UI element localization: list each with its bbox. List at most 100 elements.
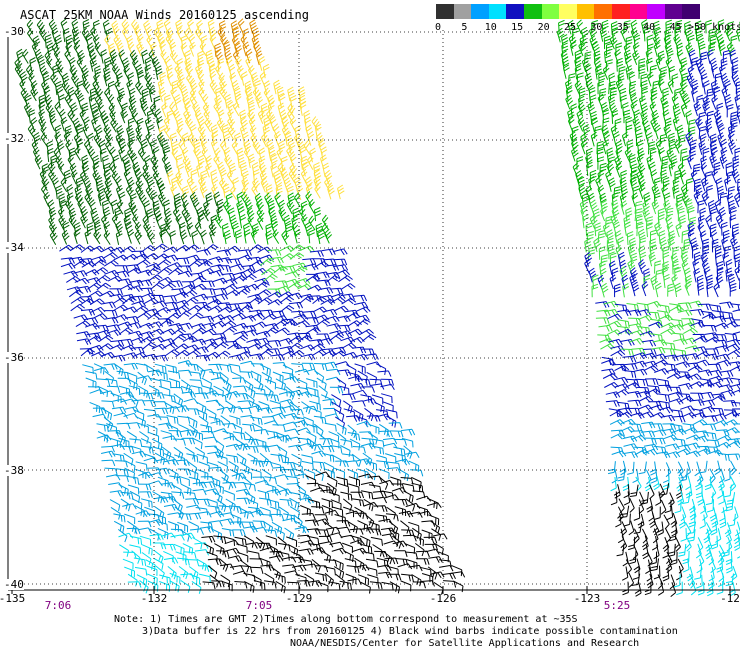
legend-label: 30	[590, 22, 603, 33]
wind-barb	[32, 35, 41, 51]
wind-barb	[577, 116, 586, 132]
wind-barb	[339, 580, 352, 590]
wind-barb	[228, 460, 239, 474]
wind-barb	[668, 65, 676, 80]
wind-barb	[139, 431, 149, 444]
legend-swatch	[594, 4, 613, 19]
wind-barb	[83, 139, 91, 155]
wind-barb	[690, 169, 698, 185]
wind-barb	[251, 422, 263, 435]
wind-barb	[116, 468, 129, 477]
wind-barb	[630, 163, 638, 178]
wind-barb	[659, 133, 667, 147]
wind-barb	[279, 399, 295, 406]
wind-barb	[267, 435, 283, 442]
wind-barb	[700, 51, 708, 65]
wind-barb	[334, 467, 345, 479]
wind-barb	[135, 177, 144, 193]
wind-barb	[216, 206, 223, 222]
wind-barb	[40, 132, 48, 147]
lat-label-30: -30	[4, 25, 24, 38]
wind-barb	[224, 93, 232, 109]
wind-barb	[213, 191, 221, 207]
wind-barb	[76, 285, 92, 293]
wind-barb	[14, 57, 23, 73]
wind-barb	[369, 581, 383, 590]
wind-barb	[698, 111, 706, 126]
wind-barb	[660, 414, 676, 422]
wind-barb	[126, 267, 142, 274]
wind-barb	[124, 566, 135, 578]
wind-barb	[346, 364, 357, 377]
wind-barb	[52, 64, 60, 79]
wind-barb	[711, 94, 718, 110]
wind-barb	[231, 79, 240, 95]
wind-barb	[333, 566, 345, 579]
wind-barb	[239, 371, 254, 379]
wind-barb	[663, 514, 670, 530]
wind-barb	[638, 461, 647, 475]
wind-barb	[51, 27, 59, 43]
wind-barb	[170, 387, 184, 394]
wind-barb	[608, 177, 616, 192]
wind-barb	[110, 199, 118, 214]
legend-label: 35	[616, 22, 629, 33]
wind-barb	[598, 324, 613, 332]
wind-barb	[274, 131, 281, 146]
wind-barb	[245, 446, 259, 453]
wind-barb	[163, 394, 176, 403]
wind-barb	[149, 377, 162, 388]
wind-barb	[328, 581, 341, 591]
wind-barb	[643, 274, 650, 289]
wind-barb	[697, 537, 704, 553]
wind-barb	[347, 578, 362, 585]
wind-barb	[591, 41, 600, 56]
wind-barb	[264, 385, 274, 399]
wind-barb	[697, 221, 705, 237]
wind-barb	[120, 245, 136, 253]
wind-barb	[234, 229, 243, 244]
wind-barb	[619, 192, 627, 208]
wind-barb	[248, 116, 256, 132]
wind-barb	[115, 175, 122, 191]
wind-barb	[269, 256, 284, 264]
wind-barb	[686, 72, 695, 88]
wind-barb	[443, 580, 457, 588]
wind-barb	[68, 289, 84, 298]
wind-barb	[578, 184, 586, 199]
wind-barb	[717, 452, 730, 462]
wind-barb	[154, 363, 167, 374]
wind-barb	[209, 510, 225, 518]
wind-barb	[716, 359, 732, 367]
wind-barb	[135, 468, 147, 479]
wind-barb	[86, 42, 95, 58]
wind-barb	[159, 318, 175, 327]
wind-barb	[627, 259, 636, 274]
wind-barb	[58, 193, 66, 208]
wind-barb	[147, 312, 162, 320]
wind-barb	[72, 117, 81, 133]
wind-barb	[219, 371, 229, 385]
wind-barb	[719, 514, 727, 529]
wind-barb	[182, 94, 191, 110]
wind-barb	[246, 207, 255, 223]
wind-barb	[161, 282, 177, 290]
wind-barb	[700, 406, 716, 413]
wind-barb	[148, 480, 163, 487]
wind-barb	[98, 139, 106, 155]
wind-barb	[614, 230, 622, 245]
wind-barb	[144, 252, 159, 260]
wind-barb	[601, 359, 616, 366]
wind-barb	[685, 110, 693, 125]
wind-barb	[277, 140, 286, 155]
wind-barb	[684, 345, 700, 353]
wind-barb	[649, 64, 657, 79]
wind-barb	[666, 147, 675, 163]
wind-barb	[265, 184, 273, 199]
wind-barb	[338, 275, 353, 283]
wind-barb	[737, 178, 740, 191]
wind-barb	[223, 41, 231, 56]
wind-barb	[676, 49, 684, 65]
wind-barb	[693, 101, 702, 116]
wind-barb	[166, 170, 174, 186]
